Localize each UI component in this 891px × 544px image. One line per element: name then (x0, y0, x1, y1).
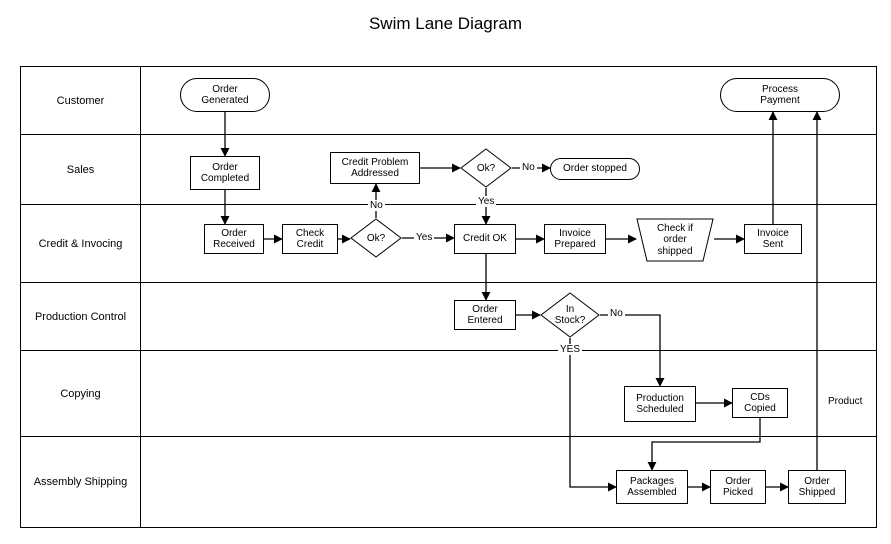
decision-ok_credit: Ok? (350, 218, 402, 258)
node-label: PackagesAssembled (627, 476, 676, 499)
process-order_shipped: OrderShipped (788, 470, 846, 504)
node-label: Credit ProblemAddressed (342, 157, 409, 180)
lane-label: Sales (21, 135, 141, 204)
lane: Production Control (21, 283, 876, 351)
node-label: CheckCredit (296, 228, 324, 251)
lane-label: Copying (21, 351, 141, 436)
process-check_credit: CheckCredit (282, 224, 338, 254)
process-credit_problem: Credit ProblemAddressed (330, 152, 420, 184)
edge-label-no_credit: No (368, 200, 385, 211)
node-label: ProcessPayment (760, 84, 799, 107)
node-label: Check ifordershipped (636, 218, 714, 262)
process-invoice_sent: InvoiceSent (744, 224, 802, 254)
lane-label: Production Control (21, 283, 141, 350)
node-label: ProductionScheduled (636, 393, 684, 416)
edge-label-yes_credit: Yes (414, 232, 434, 243)
node-label: OrderPicked (723, 476, 753, 499)
node-label: Ok? (350, 218, 402, 258)
lane: Sales (21, 135, 876, 205)
node-label: CDsCopied (744, 392, 776, 415)
node-label: InvoicePrepared (554, 228, 595, 251)
process-credit_ok: Credit OK (454, 224, 516, 254)
diagram-title: Swim Lane Diagram (0, 14, 891, 34)
edge-label-product: Product (826, 396, 864, 407)
process-order_received: OrderReceived (204, 224, 264, 254)
process-production_scheduled: ProductionScheduled (624, 386, 696, 422)
decision-ok_sales: Ok? (460, 148, 512, 188)
process-order_completed: OrderCompleted (190, 156, 260, 190)
manual-op-check_shipped: Check ifordershipped (636, 218, 714, 262)
terminator-order_stopped: Order stopped (550, 158, 640, 180)
node-label: OrderGenerated (201, 84, 248, 107)
process-cds_copied: CDsCopied (732, 388, 788, 418)
process-invoice_prepared: InvoicePrepared (544, 224, 606, 254)
node-label: OrderCompleted (201, 162, 249, 185)
terminator-process_payment: ProcessPayment (720, 78, 840, 112)
node-label: OrderEntered (467, 304, 502, 327)
process-order_picked: OrderPicked (710, 470, 766, 504)
edge-label-no_stock: No (608, 308, 625, 319)
node-label: Ok? (460, 148, 512, 188)
node-label: InStock? (540, 292, 600, 338)
edge-label-yes_stock: YES (558, 344, 582, 355)
swimlane-container: CustomerSalesCredit & InvocingProduction… (20, 66, 877, 528)
node-label: Credit OK (463, 233, 507, 245)
node-label: OrderShipped (799, 476, 836, 499)
lane-label: Assembly Shipping (21, 437, 141, 527)
node-label: InvoiceSent (757, 228, 789, 251)
edge-label-yes_sales: Yes (476, 196, 496, 207)
node-label: OrderReceived (213, 228, 255, 251)
decision-in_stock: InStock? (540, 292, 600, 338)
lane-label: Credit & Invocing (21, 205, 141, 282)
node-label: Order stopped (563, 163, 627, 175)
lane-label: Customer (21, 67, 141, 134)
edge-label-no_sales: No (520, 162, 537, 173)
process-order_entered: OrderEntered (454, 300, 516, 330)
terminator-order_generated: OrderGenerated (180, 78, 270, 112)
process-packages_assembled: PackagesAssembled (616, 470, 688, 504)
diagram-canvas: Swim Lane Diagram CustomerSalesCredit & … (0, 0, 891, 544)
